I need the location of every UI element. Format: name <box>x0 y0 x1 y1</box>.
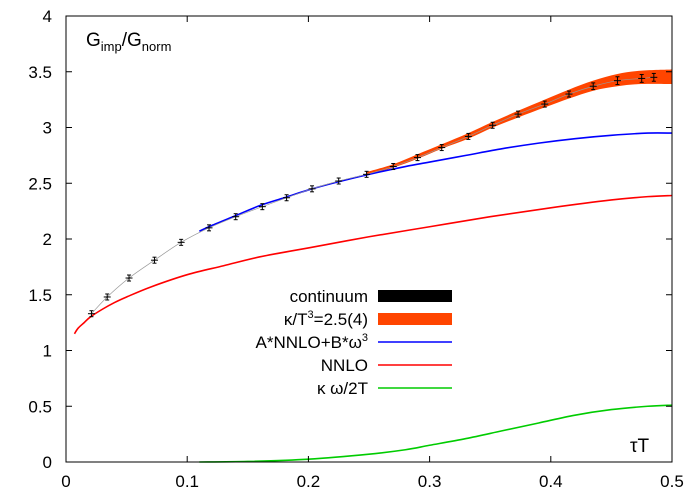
y-tick-label: 1 <box>43 342 52 361</box>
legend-sample <box>378 313 452 325</box>
data-point <box>258 203 266 211</box>
y-tick-label: 4 <box>43 7 52 26</box>
data-point <box>565 90 573 98</box>
data-point <box>514 110 522 118</box>
data-point <box>413 154 421 162</box>
y-tick-label: 0.5 <box>28 397 52 416</box>
data-point <box>438 144 446 152</box>
data-point <box>150 256 158 264</box>
data-point <box>589 82 597 91</box>
data-point <box>103 293 111 301</box>
x-tick-label: 0 <box>61 472 70 491</box>
x-tick-label: 0.4 <box>539 472 563 491</box>
y-tick-label: 1.5 <box>28 286 52 305</box>
y-tick-label: 2 <box>43 230 52 249</box>
legend-label: continuum <box>290 287 368 306</box>
x-tick-label: 0.1 <box>175 472 199 491</box>
plot-layer <box>73 69 673 463</box>
data-point <box>541 100 549 108</box>
data-point <box>464 132 472 140</box>
data-point <box>638 74 646 83</box>
legend: continuum κ/T3=2.5(4) A*NNLO+B*ω3 NNLO κ ω/2… <box>256 287 452 398</box>
data-point <box>205 224 213 232</box>
x-tick-label: 0.2 <box>297 472 321 491</box>
x-axis-label: τT <box>630 436 650 457</box>
data-point <box>232 213 240 221</box>
data-point <box>283 194 291 202</box>
data-point <box>650 72 658 82</box>
continuum-connector <box>91 76 654 314</box>
x-tick-label: 0.3 <box>418 472 442 491</box>
data-point <box>613 76 621 86</box>
data-point <box>308 185 316 193</box>
data-point <box>125 274 133 282</box>
legend-label: A*NNLO+B*ω3 <box>256 332 368 352</box>
data-point <box>489 121 497 129</box>
y-tick-label: 0 <box>43 453 52 472</box>
series-line <box>198 132 673 232</box>
y-tick-label: 3.5 <box>28 63 52 82</box>
legend-label: κ ω/2T <box>317 379 368 398</box>
data-point <box>87 310 95 318</box>
x-tick-label: 0.5 <box>660 472 684 491</box>
y-axis-label: Gimp/Gnorm <box>86 30 171 54</box>
legend-sample <box>378 290 452 302</box>
legend-label: κ/T3=2.5(4) <box>284 309 368 329</box>
y-tick-label: 2.5 <box>28 174 52 193</box>
data-point <box>177 238 185 246</box>
data-point <box>363 170 371 178</box>
data-point <box>335 177 343 185</box>
data-point <box>389 163 397 171</box>
axis-layer: 0 0.1 0.2 0.3 0.4 0.5 0 0.5 1 1.5 2 2.5 3 3.5 4 <box>28 7 683 491</box>
y-tick-label: 3 <box>43 119 52 138</box>
legend-label: NNLO <box>321 356 368 375</box>
